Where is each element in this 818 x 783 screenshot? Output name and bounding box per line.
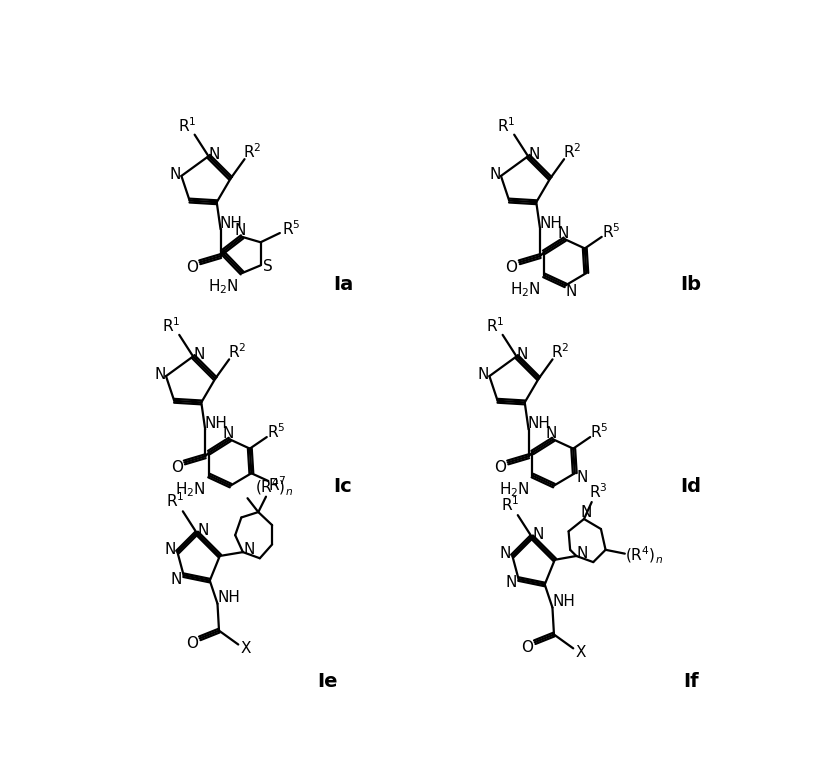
Text: N: N	[234, 223, 245, 238]
Text: R$^1$: R$^1$	[497, 116, 515, 135]
Text: R$^1$: R$^1$	[178, 116, 196, 135]
Text: N: N	[154, 367, 165, 382]
Text: O: O	[186, 260, 198, 275]
Text: S: S	[263, 259, 273, 274]
Text: R$^5$: R$^5$	[267, 422, 285, 441]
Text: R$^2$: R$^2$	[551, 342, 569, 361]
Text: N: N	[169, 167, 181, 182]
Text: N: N	[546, 426, 557, 441]
Text: O: O	[494, 460, 506, 475]
Text: R$^1$: R$^1$	[501, 495, 519, 514]
Text: (R$^4$)$_n$: (R$^4$)$_n$	[625, 545, 663, 566]
Text: NH: NH	[218, 590, 240, 605]
Text: R$^2$: R$^2$	[243, 142, 262, 161]
Text: N: N	[489, 167, 501, 182]
Text: N: N	[533, 527, 543, 542]
Text: Ie: Ie	[317, 672, 338, 691]
Text: Id: Id	[681, 477, 702, 496]
Text: N: N	[171, 572, 182, 586]
Text: N: N	[478, 367, 489, 382]
Text: R$^5$: R$^5$	[282, 219, 301, 238]
Text: O: O	[186, 637, 198, 651]
Text: N: N	[194, 348, 205, 363]
Text: Ic: Ic	[334, 477, 353, 496]
Text: H$_2$N: H$_2$N	[510, 280, 541, 298]
Text: R$^1$: R$^1$	[486, 316, 504, 335]
Text: R$^2$: R$^2$	[227, 342, 246, 361]
Text: X: X	[240, 640, 251, 656]
Text: R$^1$: R$^1$	[166, 491, 184, 510]
Text: R$^5$: R$^5$	[590, 422, 609, 441]
Text: O: O	[171, 460, 182, 475]
Text: N: N	[506, 576, 517, 590]
Text: R$^5$: R$^5$	[602, 222, 620, 241]
Text: X: X	[576, 644, 587, 660]
Text: N: N	[244, 543, 254, 557]
Text: Ia: Ia	[333, 276, 353, 294]
Text: NH: NH	[220, 215, 243, 230]
Text: H$_2$N: H$_2$N	[498, 480, 529, 499]
Text: N: N	[528, 147, 540, 162]
Text: N: N	[581, 505, 592, 521]
Text: R$^3$: R$^3$	[588, 482, 607, 501]
Text: N: N	[209, 147, 220, 162]
Text: R$^2$: R$^2$	[563, 142, 581, 161]
Text: H$_2$N: H$_2$N	[175, 480, 206, 499]
Text: N: N	[577, 470, 588, 485]
Text: N: N	[577, 547, 588, 561]
Text: H$_2$N: H$_2$N	[208, 277, 238, 296]
Text: N: N	[165, 543, 176, 557]
Text: (R$^4$)$_n$: (R$^4$)$_n$	[254, 477, 293, 498]
Text: NH: NH	[539, 215, 562, 230]
Text: R$^1$: R$^1$	[162, 316, 181, 335]
Text: R$^7$: R$^7$	[268, 475, 287, 494]
Text: If: If	[683, 672, 699, 691]
Text: O: O	[506, 260, 518, 275]
Text: N: N	[500, 547, 511, 561]
Text: N: N	[566, 284, 578, 299]
Text: N: N	[197, 523, 209, 538]
Text: Ib: Ib	[681, 276, 702, 294]
Text: N: N	[517, 348, 528, 363]
Text: NH: NH	[204, 416, 227, 431]
Text: N: N	[558, 226, 569, 240]
Text: N: N	[222, 426, 234, 441]
Text: O: O	[521, 640, 533, 655]
Text: NH: NH	[552, 594, 575, 609]
Text: NH: NH	[528, 416, 551, 431]
